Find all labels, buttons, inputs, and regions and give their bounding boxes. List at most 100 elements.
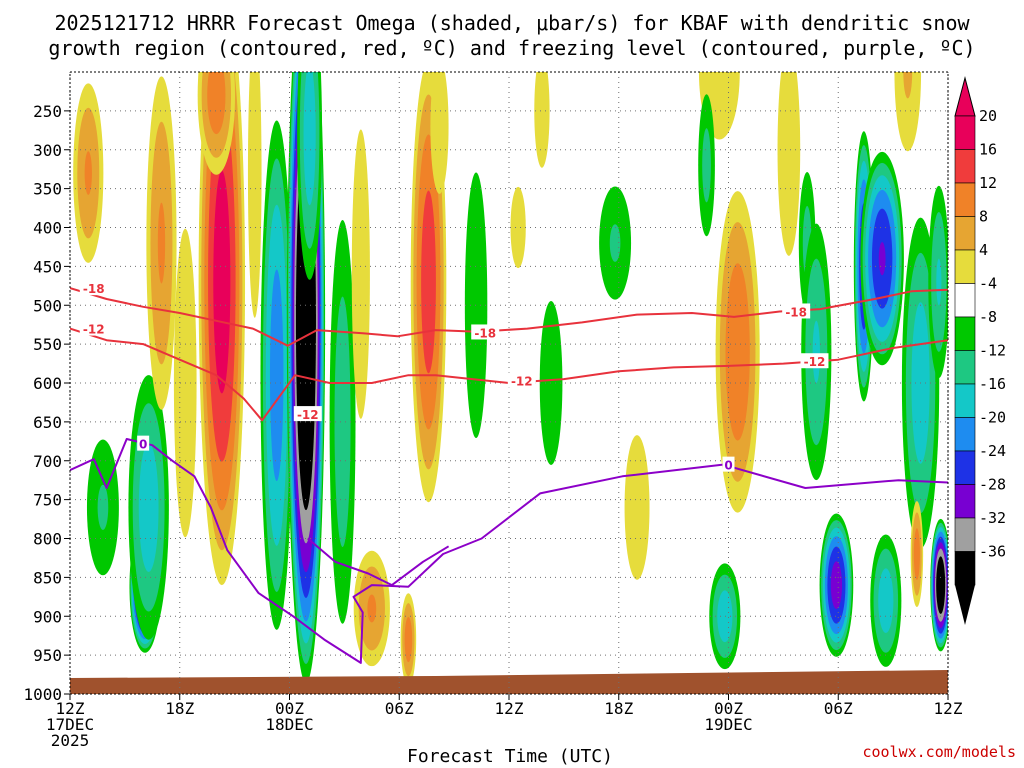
x-tick-label-0-1: 17DEC: [46, 715, 94, 734]
x-tick-label-1-0: 18Z: [165, 699, 194, 718]
colorbar-swatch-6: [954, 316, 976, 351]
omega-contour-14-2: [367, 594, 377, 623]
omega-feature-33: [860, 151, 904, 366]
colorbar-swatch-4: [954, 249, 976, 284]
omega-feature-15: [400, 593, 417, 686]
x-tick-label-2-0: 00Z: [275, 699, 304, 718]
colorbar-swatch-10: [954, 450, 976, 485]
contour-label-6: -12: [804, 355, 826, 369]
omega-contour-26-2: [725, 263, 750, 441]
x-tick-label-6-0: 00Z: [714, 699, 743, 718]
omega-contour-35-0: [894, 72, 922, 152]
omega-feature-39: [928, 185, 948, 379]
colorbar-swatch-0: [954, 115, 976, 150]
omega-contour-8-0: [247, 72, 262, 318]
colorbar-label-11: -28: [979, 476, 1006, 494]
omega-feature-26: [715, 191, 760, 513]
omega-feature-9: [260, 120, 293, 630]
y-tick-label-6: 550: [33, 335, 62, 354]
contour-label-1: -12: [83, 323, 105, 337]
colorbar-top-arrow: [954, 76, 976, 117]
colorbar-swatch-2: [954, 182, 976, 217]
y-tick-label-9: 700: [33, 452, 62, 471]
omega-contour-13-0: [351, 129, 370, 419]
freezing-level-contour: [70, 438, 948, 664]
contour-label-5: -18: [785, 305, 807, 319]
y-tick-label-4: 450: [33, 257, 62, 276]
y-tick-label-12: 850: [33, 568, 62, 587]
y-tick-label-15: 1000: [23, 685, 62, 704]
colorbar: 20 16 12 8 4 -4 -8 -12 -16 -20 -24 -28 -32 -36: [954, 76, 1006, 625]
colorbar-swatch-8: [954, 383, 976, 418]
omega-contour-31-5: [830, 561, 843, 610]
x-tick-label-0-0: 12Z: [56, 699, 85, 718]
colorbar-swatch-3: [954, 216, 976, 251]
x-tick-label-8-0: 12Z: [934, 699, 963, 718]
contour-label-bg-3: [507, 372, 536, 388]
omega-feature-34: [870, 534, 902, 667]
omega-contour-39-2: [936, 258, 942, 306]
omega-contour-18-0: [464, 172, 488, 439]
colorbar-label-2: 12: [979, 174, 997, 192]
x-tick-label-2-1: 18DEC: [265, 715, 313, 734]
colorbar-label-10: -24: [979, 442, 1006, 460]
dgz-minus12-contour: [70, 327, 948, 422]
colorbar-swatch-11: [954, 484, 976, 519]
chart-title-line2: growth region (contoured, red, ºC) and f…: [48, 36, 975, 60]
omega-contour-28-0: [777, 72, 801, 256]
colorbar-label-7: -12: [979, 342, 1006, 360]
omega-contour-15-2: [404, 616, 413, 663]
colorbar-bottom-arrow: [955, 585, 975, 625]
colorbar-label-5: -4: [979, 275, 997, 293]
colorbar-swatch-1: [954, 149, 976, 184]
omega-feature-18: [464, 172, 488, 439]
plot-area: -18 -12 -18 -12 -12 -18 -12 0 0 250 300 350 400 450 50…: [23, 71, 963, 750]
omega-contour-17-0: [430, 72, 449, 194]
contour-label-3: -12: [511, 375, 533, 389]
colorbar-label-12: -32: [979, 509, 1006, 527]
omega-contour-23-0: [624, 435, 650, 580]
contour-label-0: -18: [83, 282, 105, 296]
omega-contour-33-5: [878, 241, 886, 276]
y-tick-label-8: 650: [33, 413, 62, 432]
omega-feature-19: [510, 186, 526, 269]
omega-contour-3-2: [138, 442, 159, 572]
omega-contour-20-0: [534, 72, 550, 168]
freezing-level-loop: [307, 537, 450, 587]
colorbar-label-8: -16: [979, 375, 1006, 393]
omega-feature-25: [698, 94, 715, 237]
omega-feature-35: [894, 72, 922, 152]
colorbar-swatch-13: [954, 551, 976, 586]
omega-contour-35-1: [903, 72, 913, 99]
omega-contour-1-1: [97, 484, 109, 531]
omega-contour-21-0: [539, 301, 563, 465]
omega-feature-31: [819, 513, 854, 657]
y-tick-label-1: 300: [33, 141, 62, 160]
omega-contour-0-2: [84, 151, 92, 195]
colorbar-swatch-9: [954, 417, 976, 452]
contour-label-bg-2: [471, 324, 500, 340]
colorbar-label-4: 4: [979, 241, 988, 259]
y-tick-label-5: 500: [33, 296, 62, 315]
omega-contour-9-3: [269, 269, 284, 481]
omega-feature-22: [599, 186, 632, 300]
omega-contour-27-2: [717, 590, 733, 643]
contour-label-bg-0: [79, 280, 108, 296]
omega-contour-6-4: [213, 170, 231, 394]
y-tick-label-0: 250: [33, 102, 62, 121]
y-tick-label-3: 400: [33, 219, 62, 238]
chart-title-line1: 2025121712 HRRR Forecast Omega (shaded, …: [54, 11, 970, 35]
omega-feature-0: [73, 83, 104, 263]
omega-contour-38-2: [913, 528, 920, 580]
contour-label-4: -12: [297, 408, 319, 422]
colorbar-label-0: 20: [979, 107, 997, 125]
omega-contour-7-2: [207, 72, 226, 135]
omega-contour-25-1: [702, 128, 711, 203]
omega-feature-6: [198, 72, 246, 585]
omega-feature-13: [351, 129, 370, 419]
y-tick-label-14: 950: [33, 646, 62, 665]
x-axis-label: Forecast Time (UTC): [407, 746, 613, 767]
contour-label-bg-4: [293, 406, 322, 422]
x-tick-label-0-2: 2025: [51, 731, 90, 750]
